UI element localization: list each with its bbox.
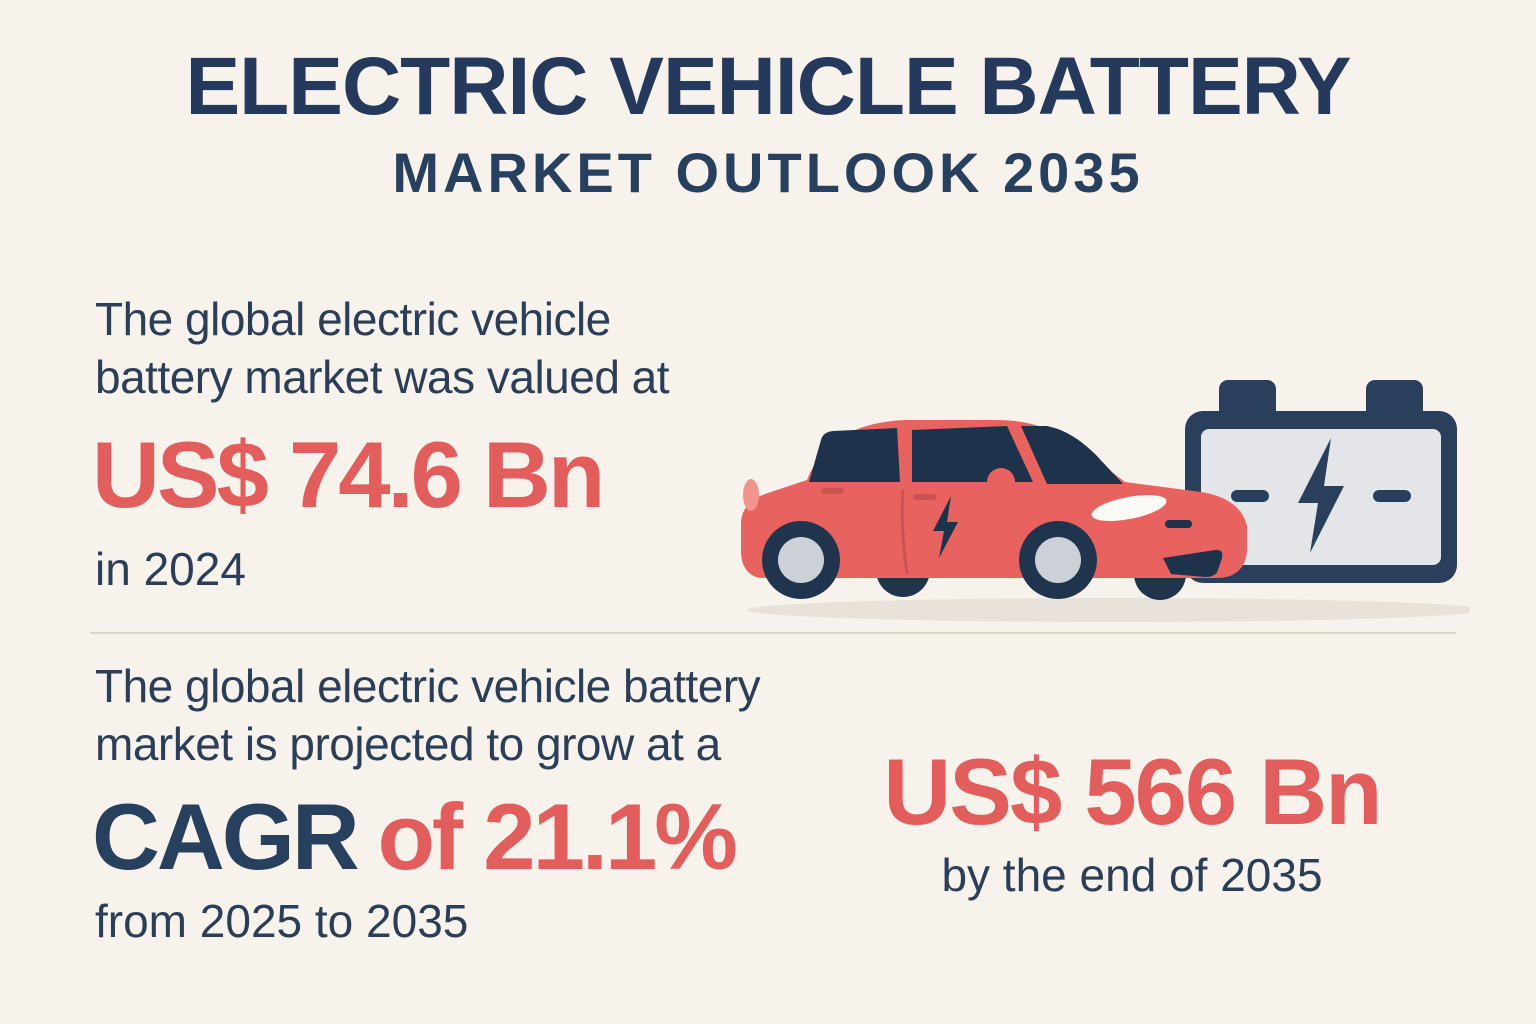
front-door-handle [913, 494, 936, 500]
valuation-paragraph-line1: The global electric vehicle [95, 293, 611, 345]
lightning-bolt-icon [1298, 438, 1344, 553]
projection-paragraph-line1: The global electric vehicle battery [95, 660, 761, 712]
door-window [912, 426, 1033, 482]
cagr-value: of 21.1% [377, 784, 737, 889]
door-seam [900, 489, 909, 575]
rear-window [809, 428, 900, 482]
car-bolt-icon [933, 496, 958, 558]
battery-icon [1185, 380, 1457, 583]
valuation-paragraph-line2: battery market was valued at [95, 351, 670, 403]
rear-door-handle [821, 488, 844, 494]
car-icon [741, 420, 1247, 599]
section-divider [90, 632, 1456, 634]
valuation-value: US$ 74.6 Bn [92, 422, 605, 527]
cagr-period: from 2025 to 2035 [95, 895, 469, 947]
windshield [1021, 426, 1123, 484]
projection-value: US$ 566 Bn [883, 739, 1382, 844]
page-title: ELECTRIC VEHICLE BATTERY [185, 41, 1351, 132]
battery-minus-mark [1231, 490, 1269, 502]
headlight [1091, 494, 1167, 522]
front-wheel [1019, 521, 1097, 599]
rear-wheel [762, 521, 840, 599]
page-subtitle: MARKET OUTLOOK 2035 [392, 141, 1144, 204]
cagr-label: CAGR [92, 784, 360, 889]
cagr-stat: CAGR of 21.1% [92, 784, 738, 889]
tail-light [743, 479, 759, 511]
projection-value-period: by the end of 2035 [941, 849, 1323, 901]
projection-paragraph-line2: market is projected to grow at a [95, 718, 721, 770]
ground-shadow [747, 598, 1470, 622]
headrest-silhouette [987, 468, 1015, 482]
battery-plus-mark [1373, 490, 1411, 502]
car-battery-illustration [741, 380, 1470, 622]
projection-value-block: US$ 566 Bn by the end of 2035 [852, 742, 1412, 903]
front-bumper-trim [1165, 520, 1192, 528]
front-rim [1035, 537, 1081, 583]
valuation-period: in 2024 [95, 543, 246, 595]
rear-rim [778, 537, 824, 583]
valuation-paragraph: The global electric vehicle battery mark… [95, 290, 855, 406]
projection-paragraph: The global electric vehicle battery mark… [95, 657, 915, 773]
front-bumper [1163, 549, 1223, 577]
